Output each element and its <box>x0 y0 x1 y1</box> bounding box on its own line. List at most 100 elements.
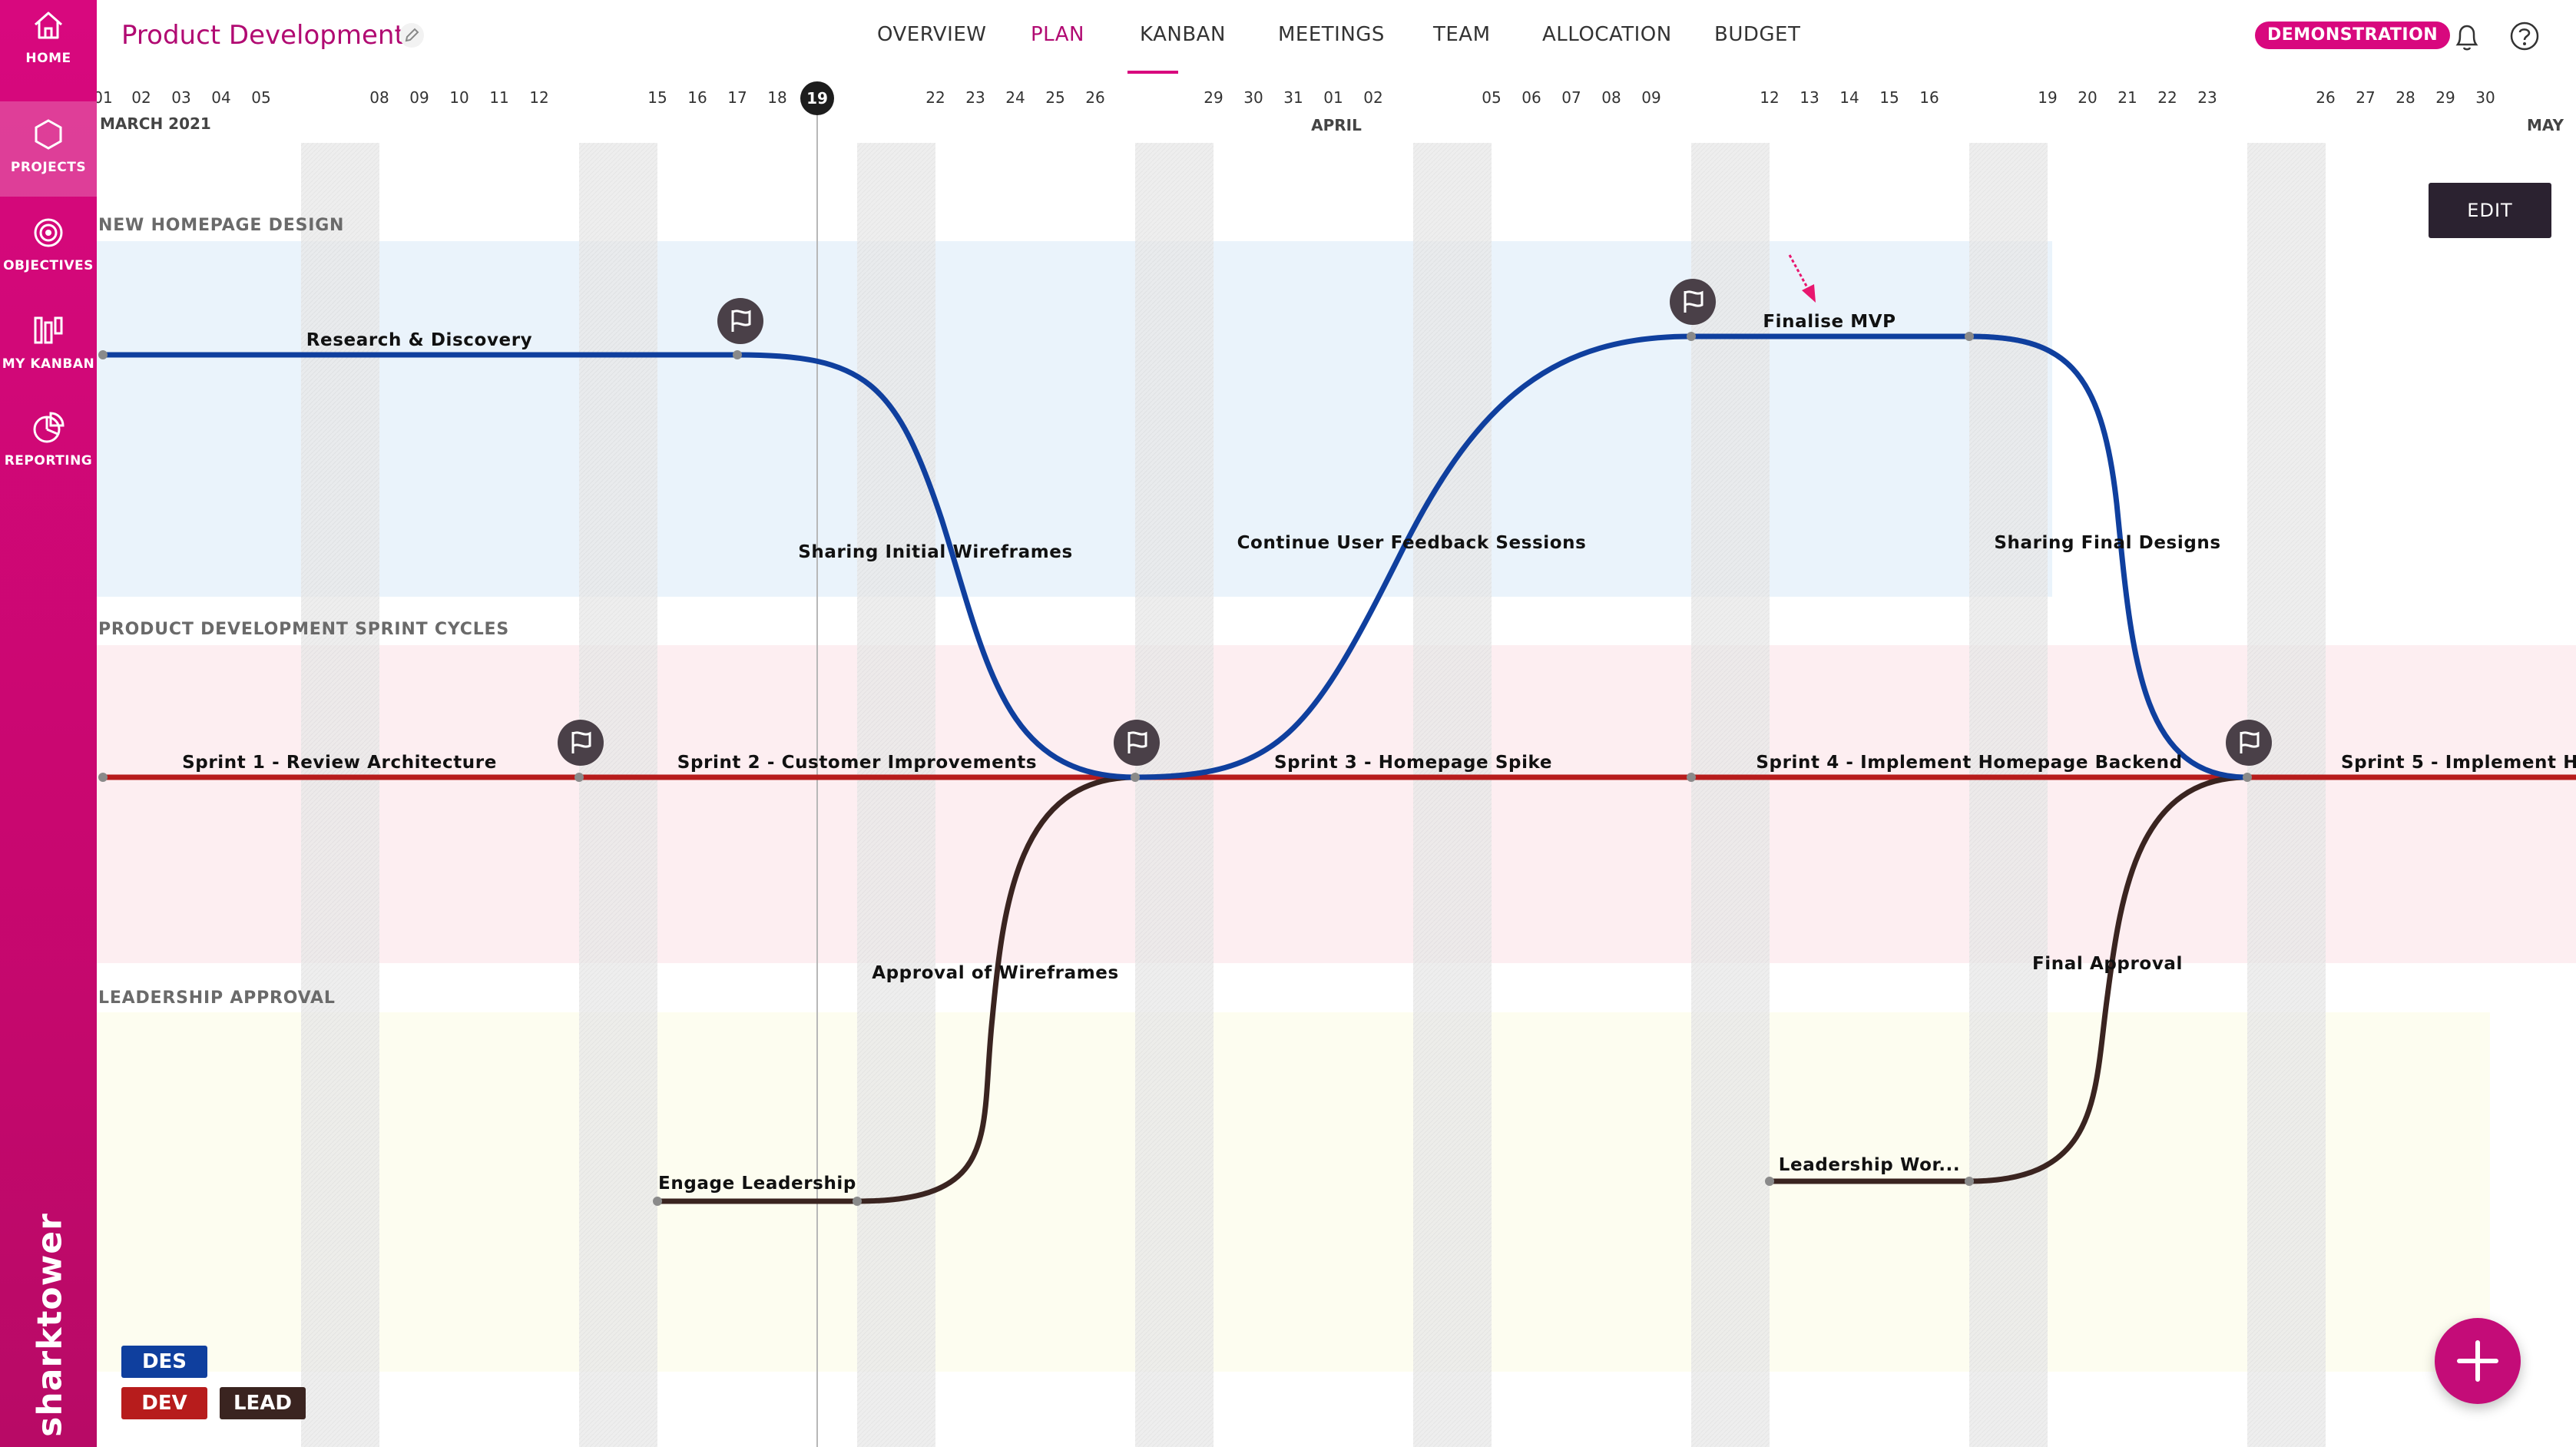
day-label: 29 <box>2435 88 2455 107</box>
today-marker <box>800 81 834 115</box>
day-label: 27 <box>2356 88 2375 107</box>
day-label: 05 <box>1482 88 1501 107</box>
today-label: 19 <box>806 89 828 108</box>
nav-my-kanban-label: MY KANBAN <box>2 356 95 372</box>
task-label[interactable]: Sprint 4 - Implement Homepage Backend <box>1756 753 2182 773</box>
day-label: 15 <box>1879 88 1899 107</box>
tab-team[interactable]: TEAM <box>1433 23 1491 46</box>
task-label[interactable]: Finalise MVP <box>1763 312 1896 332</box>
day-label: 22 <box>925 88 945 107</box>
flag-icon[interactable] <box>717 298 763 344</box>
flag-icon[interactable] <box>2226 720 2272 766</box>
nav-my-kanban[interactable]: MY KANBAN <box>0 313 97 406</box>
kanban-icon <box>34 316 63 344</box>
help-icon[interactable] <box>2508 20 2541 52</box>
day-label: 02 <box>1363 88 1382 107</box>
nav-projects[interactable]: PROJECTS <box>0 101 97 197</box>
day-label: 25 <box>1045 88 1065 107</box>
day-label: 11 <box>489 88 508 107</box>
brand-wordmark: sharktower <box>30 1213 70 1437</box>
tab-overview[interactable]: OVERVIEW <box>877 23 987 46</box>
legend-lead[interactable]: LEAD <box>220 1387 306 1419</box>
pie-chart-icon <box>33 412 65 443</box>
plus-icon <box>2457 1340 2498 1382</box>
month-label-march: MARCH 2021 <box>100 114 211 133</box>
tab-kanban[interactable]: KANBAN <box>1140 23 1226 46</box>
legend-dev[interactable]: DEV <box>121 1387 207 1419</box>
day-label: 06 <box>1521 88 1541 107</box>
day-label: 19 <box>2038 88 2057 107</box>
lane-title-dev: PRODUCT DEVELOPMENT SPRINT CYCLES <box>98 620 509 639</box>
task-label[interactable]: Final Approval <box>2032 954 2183 974</box>
month-label-may: MAY <box>2527 116 2564 134</box>
bell-icon[interactable] <box>2452 20 2482 54</box>
tab-budget[interactable]: BUDGET <box>1714 23 1801 46</box>
day-label: 03 <box>171 88 190 107</box>
nav-home-label: HOME <box>25 51 71 66</box>
task-label[interactable]: Sharing Initial Wireframes <box>798 542 1073 562</box>
lane-bg-lead <box>97 1012 2490 1372</box>
day-label: 30 <box>1243 88 1263 107</box>
cursor-arrow-icon <box>1788 254 1816 303</box>
task-label[interactable]: Sprint 2 - Customer Improvements <box>677 753 1037 773</box>
day-label: 17 <box>727 88 747 107</box>
day-label: 08 <box>1601 88 1621 107</box>
flag-icon[interactable] <box>1670 279 1716 325</box>
task-label[interactable]: Approval of Wireframes <box>872 963 1119 983</box>
day-label: 24 <box>1005 88 1025 107</box>
demonstration-badge: DEMONSTRATION <box>2255 22 2451 49</box>
day-label: 26 <box>1085 88 1104 107</box>
task-label[interactable]: Sprint 3 - Homepage Spike <box>1274 753 1552 773</box>
brand-logo: sharktower <box>8 1213 92 1437</box>
day-label: 23 <box>965 88 985 107</box>
lane-bg-dev <box>97 645 2576 963</box>
target-icon <box>34 218 63 247</box>
task-label[interactable]: Engage Leadership <box>658 1174 856 1194</box>
nav-projects-label: PROJECTS <box>10 160 87 175</box>
day-label: 28 <box>2396 88 2415 107</box>
add-button[interactable] <box>2435 1318 2521 1404</box>
day-label: 10 <box>449 88 469 107</box>
home-icon <box>35 12 62 39</box>
active-tab-indicator <box>1127 71 1178 74</box>
nav-objectives-label: OBJECTIVES <box>3 258 94 273</box>
nav-reporting-label: REPORTING <box>4 453 93 469</box>
hexagon-icon <box>35 119 62 150</box>
day-label: 30 <box>2475 88 2495 107</box>
day-label: 18 <box>767 88 786 107</box>
day-label: 01 <box>97 88 113 107</box>
day-label: 14 <box>1839 88 1859 107</box>
nav-objectives[interactable]: OBJECTIVES <box>0 215 97 307</box>
sidebar: HOME PROJECTS OBJECTIVES MY KANBAN REPOR… <box>0 0 97 1447</box>
lane-title-lead: LEADERSHIP APPROVAL <box>98 988 336 1008</box>
project-title: Product Development <box>121 20 405 51</box>
day-label: 16 <box>687 88 707 107</box>
task-label[interactable]: Research & Discovery <box>306 330 533 350</box>
day-label: 01 <box>1323 88 1343 107</box>
tab-allocation[interactable]: ALLOCATION <box>1542 23 1672 46</box>
nav-reporting[interactable]: REPORTING <box>0 410 97 502</box>
task-label[interactable]: Sprint 5 - Implement Home <box>2341 753 2576 773</box>
nav-home[interactable]: HOME <box>0 8 97 100</box>
day-label: 09 <box>1641 88 1660 107</box>
task-label[interactable]: Continue User Feedback Sessions <box>1237 533 1587 553</box>
task-label[interactable]: Sprint 1 - Review Architecture <box>182 753 497 773</box>
milestone-dots <box>98 332 2252 1206</box>
day-label: 21 <box>2117 88 2137 107</box>
day-label: 04 <box>211 88 230 107</box>
day-label: 26 <box>2316 88 2335 107</box>
day-label: 09 <box>409 88 429 107</box>
weekend-stripes <box>301 143 2326 1447</box>
pencil-icon[interactable] <box>398 22 425 49</box>
day-label: 02 <box>131 88 151 107</box>
flag-icon[interactable] <box>1114 720 1160 766</box>
edit-button[interactable]: EDIT <box>2429 183 2551 238</box>
tab-meetings[interactable]: MEETINGS <box>1278 23 1385 46</box>
lead-track <box>657 774 2248 1204</box>
day-label: 20 <box>2078 88 2097 107</box>
flag-icon[interactable] <box>558 720 604 766</box>
task-label[interactable]: Leadership Wor... <box>1779 1155 1960 1175</box>
tab-plan[interactable]: PLAN <box>1031 23 1084 46</box>
legend-des[interactable]: DES <box>121 1346 207 1378</box>
task-label[interactable]: Sharing Final Designs <box>1994 533 2220 553</box>
